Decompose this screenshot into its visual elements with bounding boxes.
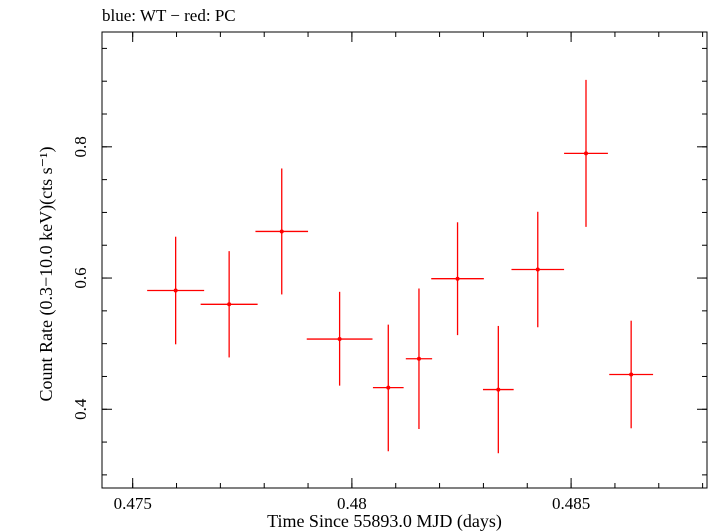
data-marker xyxy=(496,387,501,392)
data-point xyxy=(255,168,309,295)
x-tick-label: 0.48 xyxy=(337,494,367,513)
data-point xyxy=(200,251,258,358)
data-point xyxy=(511,211,565,328)
chart-title: blue: WT − red: PC xyxy=(102,6,236,25)
data-marker xyxy=(455,276,460,281)
data-point xyxy=(306,291,373,386)
y-axis-label: Count Rate (0.3−10.0 keV)(cts s⁻¹) xyxy=(36,146,57,401)
y-tick-label: 0.4 xyxy=(71,398,90,420)
data-marker xyxy=(173,288,178,293)
data-marker xyxy=(416,356,421,361)
data-point xyxy=(147,236,205,345)
data-marker xyxy=(629,372,634,377)
data-point xyxy=(482,325,514,454)
data-marker xyxy=(535,267,540,272)
data-marker xyxy=(227,302,232,307)
data-marker xyxy=(279,229,284,234)
data-marker xyxy=(584,151,588,156)
x-axis-label: Time Since 55893.0 MJD (days) xyxy=(267,511,502,532)
data-marker xyxy=(337,337,342,342)
data-point xyxy=(564,79,608,227)
plot-frame xyxy=(101,31,708,489)
data-point xyxy=(609,320,654,429)
x-tick-label: 0.475 xyxy=(114,494,152,513)
data-point xyxy=(405,288,433,429)
x-tick-label: 0.485 xyxy=(552,494,590,513)
data-point xyxy=(372,324,404,452)
data-marker xyxy=(386,385,391,390)
y-tick-label: 0.6 xyxy=(71,267,90,288)
axis-tick-labels: 0.475 0.48 0.485 0.4 0.6 0.8 xyxy=(71,136,590,513)
axis-ticks xyxy=(102,32,707,488)
data-points xyxy=(147,79,654,454)
data-point xyxy=(431,222,484,336)
y-tick-label: 0.8 xyxy=(71,136,90,157)
